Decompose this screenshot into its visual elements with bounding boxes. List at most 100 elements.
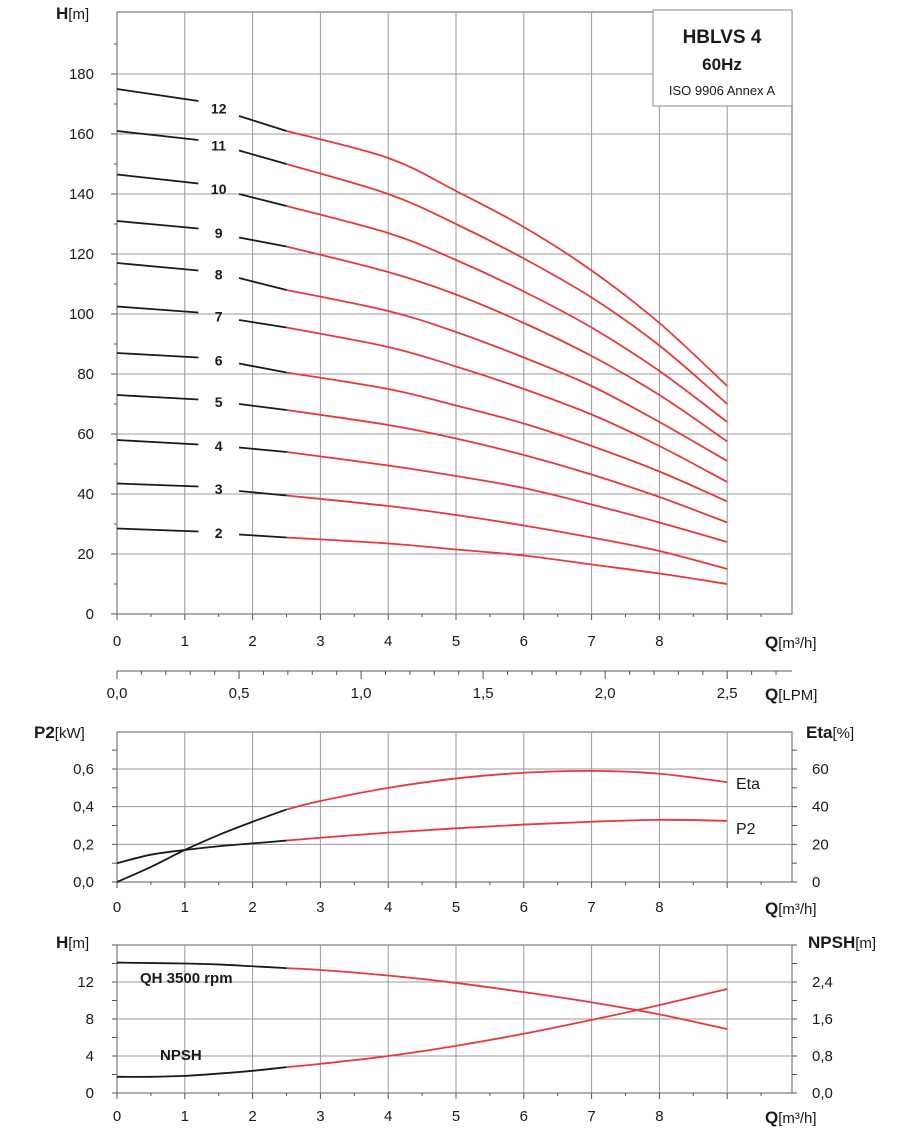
p2-curve-operating [286,818,728,842]
stage-3-curve-start [116,482,199,488]
stage-10-curve-operating [286,205,728,423]
head-ylabel: H[m] [56,4,89,23]
stage-7-curve-extended [238,319,287,329]
model-title: HBLVS 4 [683,27,762,48]
head-xlabel: Q[m³/h] [765,633,817,652]
stage-2-curve-extended [238,533,287,539]
npsh-x-tick-label: 3 [316,1108,324,1125]
stage-6-curve-extended [238,362,287,374]
power-x-tick-label: 2 [248,899,256,916]
stage-12-curve-operating [286,130,728,387]
eta-y-tick-label: 20 [812,836,829,853]
stage-9-curve-operating [286,245,728,443]
eta-ylabel: Eta[%] [806,723,854,742]
npsh-x-tick-label: 0 [113,1108,121,1125]
stage-label: 6 [215,353,223,369]
head-x-tick-label: 6 [520,633,528,650]
npsh-y-tick-label: 0,0 [812,1085,833,1102]
lpm-axis: 0,0 0,5 1,0 1,5 2,0 2,5 Q[LPM] [107,670,817,704]
h-y-tick-label: 8 [86,1011,94,1028]
head-y-tick-label: 80 [77,366,94,383]
npsh-x-tick-label: 4 [384,1108,392,1125]
head-y-tick-label: 40 [77,486,94,503]
head-frame [116,11,793,615]
power-x-tick-label: 7 [587,899,595,916]
head-y-tick-label: 180 [69,66,94,83]
head-y-tick-label: 100 [69,306,94,323]
stage-label: 3 [215,481,223,497]
stage-12-curve-extended [238,115,287,132]
head-x-tick-label: 5 [452,633,460,650]
stage-10-curve-extended [238,193,287,207]
stage-4-curve-operating [286,451,728,543]
power-efficiency-chart: 0,0 0,2 0,4 0,6 0 20 40 60 P2[kW] Eta[%] 0 1 2 3 4 5 6 7 8… [34,723,854,918]
stage-9-curve-start [116,220,199,230]
stage-label: 11 [211,137,226,153]
stage-8-curve-start [116,262,199,272]
lpm-tick-label: 0,0 [107,685,128,702]
power-y-tick-label: 0,2 [73,836,94,853]
npsh-x-tick-label: 7 [587,1108,595,1125]
power-x-tick-label: 1 [181,899,189,916]
stage-label: 2 [215,525,223,541]
npsh-x-tick-label: 6 [520,1108,528,1125]
stage-5-curve-operating [286,409,728,524]
npsh-y-tick-label: 2,4 [812,974,833,991]
stage-11-curve-operating [286,163,728,405]
stage-3-curve-extended [238,490,287,497]
lpm-tick-label: 1,5 [473,685,494,702]
qh-3500-rpm-curve-operating [286,967,728,1031]
head-x-tick-label: 1 [181,633,189,650]
stage-11-curve-start [116,130,199,141]
stage-12-curve-start [116,88,199,102]
head-x-tick-label: 4 [384,633,392,650]
stage-label: 5 [215,394,223,410]
h-ylabel: H[m] [56,933,89,952]
head-y-tick-label: 160 [69,126,94,143]
stage-label: 7 [215,308,223,324]
stage-3-curve-operating [286,494,728,570]
npsh-curve-operating [286,988,728,1068]
power-x-tick-label: 4 [384,899,392,916]
power-x-tick-label: 8 [655,899,663,916]
qh-3500-rpm-curve-extended [116,961,287,970]
power-y-tick-label: 0,4 [73,799,94,816]
npsh-ylabel: NPSH[m] [808,933,876,952]
stage-4-curve-start [116,439,199,446]
stage-label: 4 [215,438,223,454]
power-y-tick-label: 0,6 [73,761,94,778]
npsh-y-tick-label: 0,8 [812,1048,833,1065]
stage-4-curve-extended [238,446,287,453]
power-x-tick-label: 3 [316,899,324,916]
standard-label: ISO 9906 Annex A [669,83,776,98]
npsh-xlabel: Q[m³/h] [765,1108,817,1127]
eta-y-tick-label: 40 [812,799,829,816]
stage-label: 12 [211,101,227,117]
head-y-tick-label: 0 [86,606,94,623]
stage-11-curve-extended [238,149,287,165]
power-xlabel: Q[m³/h] [765,899,817,918]
head-y-tick-label: 140 [69,186,94,203]
qh-curve-label: QH 3500 rpm [140,970,233,987]
power-x-tick-label: 0 [113,899,121,916]
eta-y-tick-label: 60 [812,761,829,778]
h-y-tick-label: 12 [77,974,94,991]
power-ylabel: P2[kW] [34,723,85,742]
npsh-y-tick-label: 1,6 [812,1011,833,1028]
p2-curve-label: P2 [736,821,756,838]
stage-10-curve-start [116,173,199,185]
stage-5-curve-start [116,394,199,401]
npsh-curve-label: NPSH [160,1047,202,1064]
h-y-tick-label: 4 [86,1048,94,1065]
head-y-tick-label: 120 [69,246,94,263]
stage-2-curve-operating [286,536,728,585]
power-x-tick-label: 5 [452,899,460,916]
npsh-x-tick-label: 5 [452,1108,460,1125]
head-x-tick-label: 2 [248,633,256,650]
stage-6-curve-operating [286,371,728,503]
lpm-xlabel: Q[LPM] [765,685,817,704]
stage-9-curve-extended [238,236,287,248]
